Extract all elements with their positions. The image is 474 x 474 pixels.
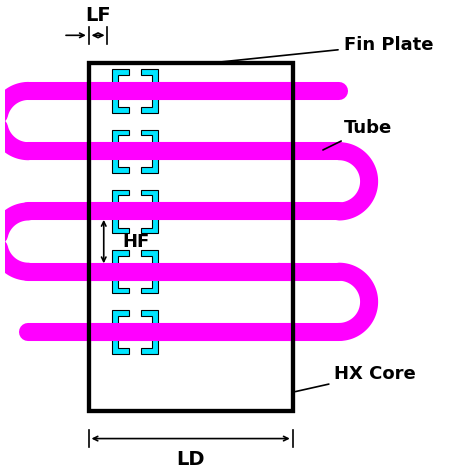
Text: Fin Plate: Fin Plate [212, 36, 433, 63]
Polygon shape [141, 310, 158, 354]
Text: HX Core: HX Core [295, 365, 416, 392]
Bar [89, 63, 292, 411]
Text: Tube: Tube [323, 119, 392, 150]
Text: HF: HF [122, 233, 149, 251]
Polygon shape [112, 69, 129, 113]
Polygon shape [141, 190, 158, 233]
Polygon shape [112, 190, 129, 233]
Text: LF: LF [85, 6, 111, 25]
Polygon shape [112, 250, 129, 293]
Polygon shape [141, 129, 158, 173]
Polygon shape [112, 310, 129, 354]
Text: LD: LD [176, 450, 205, 469]
Polygon shape [141, 250, 158, 293]
Polygon shape [112, 129, 129, 173]
Bar [89, 63, 292, 411]
Polygon shape [141, 69, 158, 113]
